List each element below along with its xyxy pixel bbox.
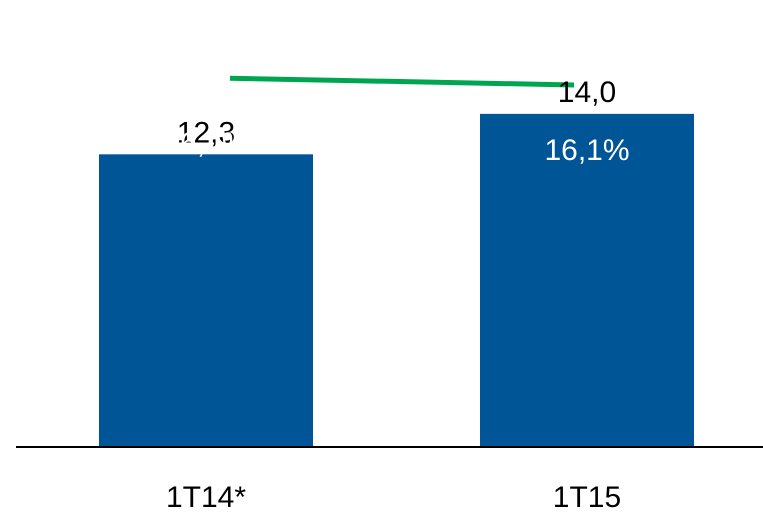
margin-line [229, 75, 575, 88]
bar-series [99, 113, 694, 448]
bar [99, 154, 313, 447]
category-label: 1T15 [553, 481, 621, 514]
bar-value-label: 12,3 [177, 116, 235, 149]
category-label: 1T14* [166, 481, 246, 514]
bar [480, 113, 694, 448]
bar-value-label: 14,0 [558, 76, 616, 109]
label-layer: 12,3 14,0 16,4% 16,1% 1T14* 1T15 [163, 76, 629, 514]
line-value-label: 16,1% [544, 134, 629, 167]
margin-line-series [229, 75, 575, 88]
line-value-label: 16,4% [163, 127, 248, 160]
